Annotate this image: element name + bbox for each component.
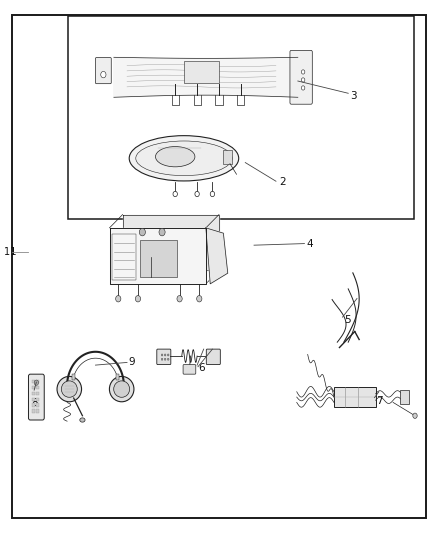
FancyBboxPatch shape — [95, 58, 111, 84]
Text: 4: 4 — [307, 239, 313, 248]
Bar — [36, 403, 39, 407]
FancyBboxPatch shape — [28, 374, 44, 420]
Text: 1: 1 — [10, 247, 16, 256]
Circle shape — [301, 86, 305, 90]
Polygon shape — [114, 58, 298, 97]
Ellipse shape — [136, 141, 232, 176]
Ellipse shape — [57, 376, 81, 402]
Bar — [32, 386, 35, 389]
Circle shape — [195, 191, 199, 197]
Bar — [112, 235, 136, 279]
Bar — [184, 61, 219, 83]
Circle shape — [301, 78, 305, 82]
Circle shape — [173, 191, 177, 197]
Bar — [32, 392, 35, 395]
FancyBboxPatch shape — [206, 349, 220, 365]
Text: 9: 9 — [129, 358, 135, 367]
Ellipse shape — [110, 376, 134, 402]
Text: 1: 1 — [4, 247, 10, 256]
Circle shape — [413, 413, 417, 418]
Circle shape — [101, 71, 106, 78]
Bar — [32, 398, 35, 401]
Circle shape — [161, 358, 163, 360]
Circle shape — [34, 380, 39, 385]
Ellipse shape — [129, 136, 239, 181]
Bar — [334, 387, 376, 407]
Text: 8: 8 — [32, 399, 38, 408]
Circle shape — [164, 354, 166, 356]
Ellipse shape — [61, 381, 77, 397]
FancyBboxPatch shape — [157, 349, 171, 365]
Bar — [68, 16, 414, 219]
Bar — [36, 392, 39, 395]
Ellipse shape — [80, 418, 85, 422]
Circle shape — [167, 354, 169, 356]
Bar — [399, 390, 409, 404]
Bar — [32, 403, 35, 407]
Text: 5: 5 — [344, 315, 351, 325]
Bar — [116, 374, 119, 380]
Bar — [32, 409, 35, 413]
Bar — [72, 374, 75, 380]
Circle shape — [159, 229, 165, 236]
Circle shape — [301, 70, 305, 74]
Bar — [32, 380, 35, 383]
Text: 6: 6 — [198, 363, 205, 373]
Polygon shape — [123, 214, 219, 271]
Circle shape — [164, 358, 166, 360]
Circle shape — [177, 295, 182, 302]
Bar — [36, 380, 39, 383]
Circle shape — [139, 229, 145, 236]
Circle shape — [116, 295, 121, 302]
Text: 2: 2 — [279, 177, 286, 187]
Bar — [140, 240, 177, 277]
Bar — [36, 409, 39, 413]
Circle shape — [210, 191, 215, 197]
Bar — [36, 386, 39, 389]
Circle shape — [197, 295, 202, 302]
FancyBboxPatch shape — [290, 51, 312, 104]
Text: 3: 3 — [350, 91, 357, 101]
Ellipse shape — [114, 381, 130, 397]
Ellipse shape — [155, 147, 195, 167]
Circle shape — [161, 354, 163, 356]
FancyBboxPatch shape — [183, 365, 196, 374]
Polygon shape — [110, 228, 206, 284]
Text: 7: 7 — [376, 396, 382, 406]
Polygon shape — [206, 228, 228, 284]
Bar — [223, 150, 232, 164]
Circle shape — [167, 358, 169, 360]
Circle shape — [135, 295, 141, 302]
Bar — [36, 398, 39, 401]
